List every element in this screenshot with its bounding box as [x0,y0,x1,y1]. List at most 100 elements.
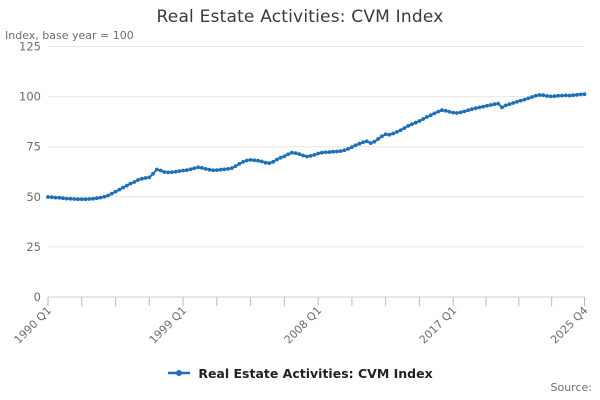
data-point [290,150,294,155]
data-point [425,115,429,119]
data-point [196,165,201,170]
data-point [522,97,527,102]
chart-title: Real Estate Activities: CVM Index [156,7,444,27]
data-point [128,181,133,186]
data-point [139,176,144,181]
data-point [244,158,249,163]
data-point [218,167,223,172]
data-point [380,134,384,139]
data-point [320,150,324,155]
data-point [207,167,212,172]
data-point [578,92,583,97]
data-point [552,94,557,99]
data-point [79,197,84,202]
data-point [98,195,103,200]
data-point [470,107,474,112]
data-point [533,93,538,98]
data-point [361,140,365,145]
data-point [49,195,54,200]
data-point [91,196,95,201]
data-point [72,197,77,201]
data-point [507,102,512,107]
data-point [383,132,388,137]
data-point [342,148,347,153]
data-point [406,124,411,128]
data-point [259,159,264,164]
data-point [440,108,444,113]
data-point [222,167,227,172]
data-point [488,103,493,107]
data-point [447,109,452,114]
data-point [413,120,418,125]
data-point [237,162,242,166]
legend-label: Real Estate Activities: CVM Index [198,365,433,381]
data-point [297,152,302,157]
data-point [106,193,110,198]
data-point [64,196,69,201]
data-point [308,154,313,158]
data-point [481,104,486,109]
data-point [477,105,482,110]
data-point [338,149,343,154]
data-point [458,110,463,115]
y-tick-label: 75 [26,140,41,154]
series-line[interactable] [46,92,587,202]
data-point [353,143,358,148]
x-axis-labels: 1990 Q1 1999 Q1 2008 Q1 2017 Q1 2025 Q4 [12,304,591,347]
data-point [192,166,197,171]
data-point [500,105,504,110]
data-point [575,92,579,97]
data-point [143,176,148,180]
legend[interactable]: Real Estate Activities: CVM Index [0,364,600,382]
data-point [293,151,298,156]
data-point [451,110,456,115]
data-point [252,158,257,163]
data-point [402,126,407,130]
data-point [241,160,246,164]
data-point [53,195,58,200]
data-point [263,160,268,165]
data-point [169,170,174,175]
data-point [492,102,497,107]
data-point [117,187,122,192]
x-tick-label: 1990 Q1 [12,304,55,347]
data-point [462,109,467,114]
data-point [256,158,260,163]
data-point [530,95,534,99]
data-point [571,93,576,98]
data-point [548,94,553,99]
data-point [335,149,339,154]
data-point [102,194,107,199]
data-point [275,157,279,162]
data-point [181,168,186,173]
data-point [496,101,501,106]
y-tick-label: 50 [26,190,41,204]
data-point [395,130,399,134]
data-point [151,171,155,176]
data-point [188,167,193,172]
data-point [109,191,114,196]
data-point [365,139,369,144]
data-point [526,96,531,101]
data-point [113,189,118,194]
data-point [57,195,62,200]
data-point [286,152,290,157]
data-point [350,145,354,150]
data-point [466,108,471,113]
data-point [271,160,275,164]
data-point [87,197,92,201]
data-point [541,93,546,98]
data-point [229,166,234,171]
data-point [410,122,414,127]
data-point [391,131,396,136]
data-point [428,113,433,118]
data-point [432,111,437,116]
y-tick-label: 100 [19,90,41,104]
data-point [323,150,328,155]
data-point [173,169,178,174]
data-point [132,180,137,184]
data-point [485,103,489,108]
data-point [556,93,561,98]
x-axis-ticks [47,297,585,306]
